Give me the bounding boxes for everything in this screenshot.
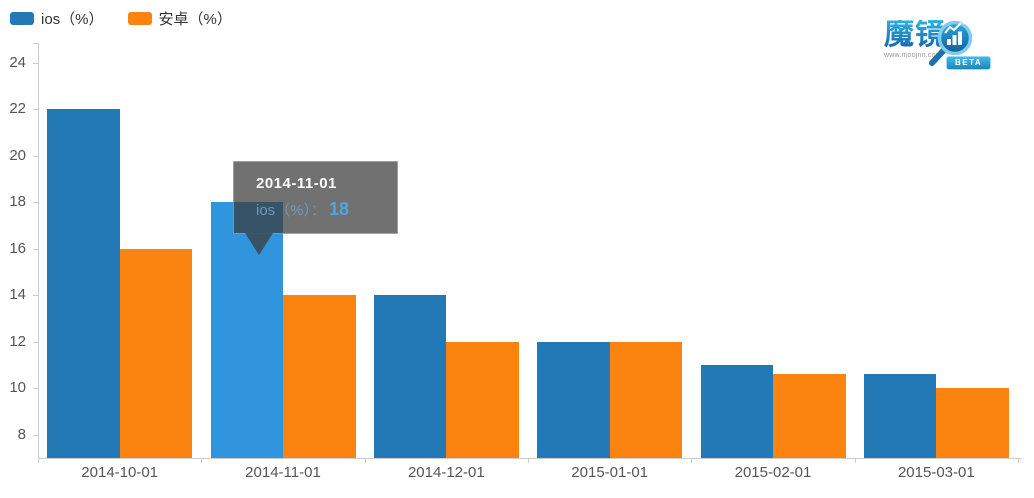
y-axis-line <box>38 43 39 458</box>
tooltip-value: 18 <box>329 199 350 219</box>
x-axis-label: 2014-10-01 <box>81 464 159 481</box>
y-axis-tick <box>33 434 38 436</box>
beta-badge: BETA <box>946 56 992 70</box>
y-axis-tick <box>33 155 38 157</box>
y-axis-label: 22 <box>9 100 26 118</box>
y-axis-label: 8 <box>17 425 26 443</box>
bar-android-2015-03-01[interactable] <box>936 388 1009 458</box>
y-axis-tick <box>33 388 38 390</box>
x-axis-tick <box>691 458 693 463</box>
y-axis-tick <box>33 62 38 64</box>
y-axis-label: 20 <box>9 146 26 164</box>
legend-swatch-android <box>127 12 152 25</box>
legend-item-android[interactable]: 安卓（%） <box>127 8 232 29</box>
x-axis-tick <box>1018 458 1019 463</box>
y-axis-label: 12 <box>9 332 26 350</box>
bar-android-2014-11-01[interactable] <box>283 295 356 458</box>
x-axis-label: 2014-12-01 <box>407 464 485 481</box>
tooltip-series-label: ios（%） <box>256 202 312 219</box>
x-axis-tick <box>854 458 856 463</box>
y-axis-label: 24 <box>9 53 26 71</box>
x-axis-line <box>38 458 1022 459</box>
y-axis-label: 18 <box>9 193 26 211</box>
bar-ios-2015-03-01[interactable] <box>863 374 937 458</box>
bar-android-2015-01-01[interactable] <box>609 341 683 458</box>
legend: ios（%） 安卓（%） <box>10 8 232 29</box>
y-axis-label: 10 <box>9 379 26 397</box>
x-axis-label: 2015-01-01 <box>571 464 649 481</box>
magnifier-chart-icon <box>929 20 973 66</box>
brand-name: 魔镜 <box>884 18 946 51</box>
tooltip: 2014-11-01 ios（%）： 18 <box>233 161 398 255</box>
brand-logo[interactable]: 魔镜 www.moojnn.com BETA <box>884 16 1032 76</box>
bar-android-2014-12-01[interactable] <box>446 341 519 458</box>
x-axis-tick <box>364 458 366 463</box>
x-axis-tick <box>528 458 529 463</box>
tooltip-arrow <box>245 233 273 255</box>
x-axis-tick <box>201 458 203 463</box>
legend-swatch-ios <box>10 12 34 25</box>
y-axis-label: 14 <box>9 286 26 304</box>
y-axis-tick <box>33 43 38 44</box>
bar-ios-2014-10-01[interactable] <box>47 109 120 458</box>
y-axis-tick <box>33 202 38 204</box>
x-axis-label: 2015-02-01 <box>734 464 812 481</box>
bar-android-2014-10-01[interactable] <box>119 248 193 458</box>
y-axis-tick <box>33 109 38 111</box>
y-axis-tick <box>33 248 38 250</box>
x-axis-tick <box>38 458 39 463</box>
tooltip-separator: ： <box>311 202 327 219</box>
y-axis-label: 16 <box>9 239 26 257</box>
x-axis-label: 2015-03-01 <box>897 464 975 481</box>
tooltip-date: 2014-11-01 <box>256 175 337 192</box>
y-axis-tick <box>33 341 38 343</box>
legend-label-ios: ios（%） <box>41 11 104 28</box>
bar-ios-2014-12-01[interactable] <box>373 295 447 458</box>
y-axis-tick <box>33 295 38 297</box>
x-axis-label: 2014-11-01 <box>245 464 321 481</box>
legend-label-android: 安卓（%） <box>158 11 232 28</box>
bar-android-2015-02-01[interactable] <box>773 374 846 458</box>
legend-item-ios[interactable]: ios（%） <box>10 8 104 29</box>
tooltip-series-row: ios（%）： 18 <box>256 199 387 220</box>
bar-ios-2015-02-01[interactable] <box>700 365 773 458</box>
brand-url: www.moojnn.com <box>884 52 942 59</box>
bar-ios-2015-01-01[interactable] <box>537 341 610 458</box>
